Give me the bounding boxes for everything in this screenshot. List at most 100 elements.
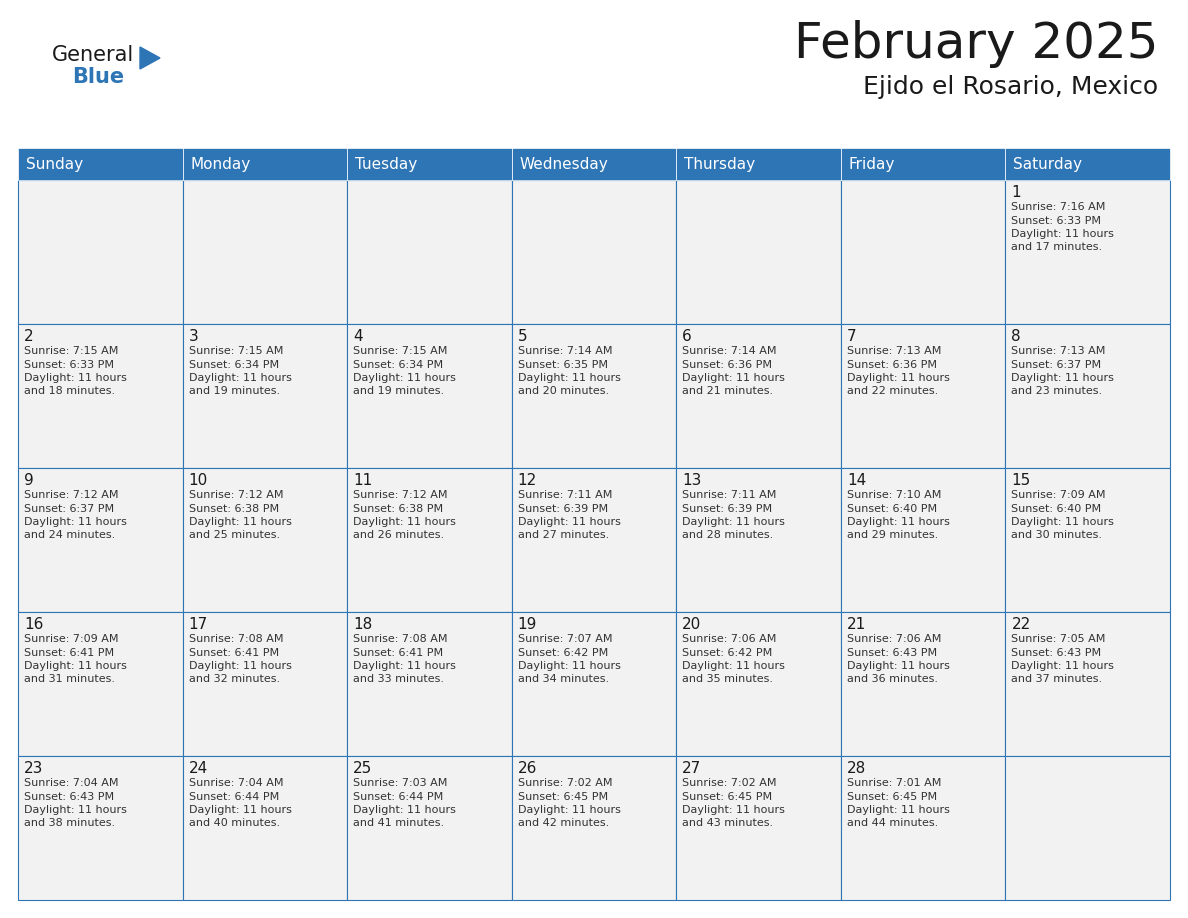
Text: 4: 4: [353, 329, 362, 344]
Bar: [347, 324, 512, 468]
Text: Daylight: 11 hours: Daylight: 11 hours: [682, 805, 785, 815]
Text: Sunrise: 7:05 AM: Sunrise: 7:05 AM: [1011, 634, 1106, 644]
Text: Daylight: 11 hours: Daylight: 11 hours: [353, 805, 456, 815]
Text: and 19 minutes.: and 19 minutes.: [189, 386, 279, 397]
Bar: [841, 468, 1005, 612]
Text: Daylight: 11 hours: Daylight: 11 hours: [518, 373, 620, 383]
Text: and 28 minutes.: and 28 minutes.: [682, 531, 773, 541]
Bar: [18, 148, 183, 180]
Text: Monday: Monday: [190, 156, 251, 172]
Text: Daylight: 11 hours: Daylight: 11 hours: [518, 805, 620, 815]
Bar: [676, 324, 841, 468]
Bar: [1005, 612, 1170, 756]
Text: Sunrise: 7:06 AM: Sunrise: 7:06 AM: [682, 634, 777, 644]
Text: 21: 21: [847, 617, 866, 632]
Text: Daylight: 11 hours: Daylight: 11 hours: [682, 661, 785, 671]
Bar: [347, 756, 512, 900]
Bar: [676, 148, 841, 180]
Text: Sunrise: 7:10 AM: Sunrise: 7:10 AM: [847, 490, 941, 500]
Text: Sunrise: 7:15 AM: Sunrise: 7:15 AM: [24, 346, 119, 356]
Text: Sunset: 6:37 PM: Sunset: 6:37 PM: [24, 503, 114, 513]
Bar: [18, 612, 183, 756]
Text: Sunrise: 7:09 AM: Sunrise: 7:09 AM: [1011, 490, 1106, 500]
Text: 19: 19: [518, 617, 537, 632]
Text: 27: 27: [682, 761, 702, 776]
Text: Sunset: 6:41 PM: Sunset: 6:41 PM: [24, 647, 114, 657]
Text: 3: 3: [189, 329, 198, 344]
Bar: [841, 612, 1005, 756]
Text: 13: 13: [682, 473, 702, 488]
Text: Daylight: 11 hours: Daylight: 11 hours: [847, 661, 949, 671]
Text: 2: 2: [24, 329, 33, 344]
Text: Sunrise: 7:08 AM: Sunrise: 7:08 AM: [189, 634, 283, 644]
Text: 20: 20: [682, 617, 702, 632]
Text: Sunset: 6:45 PM: Sunset: 6:45 PM: [847, 791, 937, 801]
Text: Sunrise: 7:11 AM: Sunrise: 7:11 AM: [518, 490, 612, 500]
Text: and 18 minutes.: and 18 minutes.: [24, 386, 115, 397]
Text: Daylight: 11 hours: Daylight: 11 hours: [682, 517, 785, 527]
Text: Sunrise: 7:06 AM: Sunrise: 7:06 AM: [847, 634, 941, 644]
Bar: [18, 756, 183, 900]
Text: Sunset: 6:37 PM: Sunset: 6:37 PM: [1011, 360, 1101, 370]
Bar: [841, 180, 1005, 324]
Text: 12: 12: [518, 473, 537, 488]
Text: Sunset: 6:39 PM: Sunset: 6:39 PM: [518, 503, 608, 513]
Text: Sunset: 6:42 PM: Sunset: 6:42 PM: [682, 647, 772, 657]
Text: General: General: [52, 45, 134, 65]
Text: 1: 1: [1011, 185, 1020, 200]
Text: Sunset: 6:43 PM: Sunset: 6:43 PM: [847, 647, 937, 657]
Text: Sunrise: 7:04 AM: Sunrise: 7:04 AM: [24, 778, 119, 788]
Text: Sunday: Sunday: [26, 156, 83, 172]
Text: 26: 26: [518, 761, 537, 776]
Text: Sunset: 6:36 PM: Sunset: 6:36 PM: [682, 360, 772, 370]
Text: and 43 minutes.: and 43 minutes.: [682, 819, 773, 829]
Text: Daylight: 11 hours: Daylight: 11 hours: [24, 373, 127, 383]
Text: and 24 minutes.: and 24 minutes.: [24, 531, 115, 541]
Bar: [347, 180, 512, 324]
Text: Daylight: 11 hours: Daylight: 11 hours: [682, 373, 785, 383]
Text: 5: 5: [518, 329, 527, 344]
Text: Daylight: 11 hours: Daylight: 11 hours: [189, 805, 291, 815]
Text: and 20 minutes.: and 20 minutes.: [518, 386, 608, 397]
Bar: [18, 324, 183, 468]
Text: Daylight: 11 hours: Daylight: 11 hours: [518, 661, 620, 671]
Text: and 41 minutes.: and 41 minutes.: [353, 819, 444, 829]
Text: Sunrise: 7:15 AM: Sunrise: 7:15 AM: [189, 346, 283, 356]
Text: Daylight: 11 hours: Daylight: 11 hours: [518, 517, 620, 527]
Text: 6: 6: [682, 329, 693, 344]
Text: Sunrise: 7:16 AM: Sunrise: 7:16 AM: [1011, 202, 1106, 212]
Text: Sunset: 6:43 PM: Sunset: 6:43 PM: [1011, 647, 1101, 657]
Text: Daylight: 11 hours: Daylight: 11 hours: [1011, 517, 1114, 527]
Text: Sunset: 6:35 PM: Sunset: 6:35 PM: [518, 360, 608, 370]
Text: Daylight: 11 hours: Daylight: 11 hours: [847, 805, 949, 815]
Bar: [676, 756, 841, 900]
Text: Sunrise: 7:01 AM: Sunrise: 7:01 AM: [847, 778, 941, 788]
Text: Daylight: 11 hours: Daylight: 11 hours: [24, 517, 127, 527]
Text: Sunrise: 7:07 AM: Sunrise: 7:07 AM: [518, 634, 612, 644]
Bar: [841, 148, 1005, 180]
Text: and 42 minutes.: and 42 minutes.: [518, 819, 609, 829]
Bar: [512, 148, 676, 180]
Text: and 38 minutes.: and 38 minutes.: [24, 819, 115, 829]
Text: 25: 25: [353, 761, 372, 776]
Bar: [512, 468, 676, 612]
Text: 18: 18: [353, 617, 372, 632]
Text: 8: 8: [1011, 329, 1020, 344]
Text: Blue: Blue: [72, 67, 124, 87]
Bar: [183, 612, 347, 756]
Bar: [1005, 148, 1170, 180]
Text: Daylight: 11 hours: Daylight: 11 hours: [24, 661, 127, 671]
Bar: [1005, 180, 1170, 324]
Text: Sunset: 6:40 PM: Sunset: 6:40 PM: [1011, 503, 1101, 513]
Text: Daylight: 11 hours: Daylight: 11 hours: [353, 661, 456, 671]
Text: and 36 minutes.: and 36 minutes.: [847, 675, 937, 685]
Text: 17: 17: [189, 617, 208, 632]
Text: Sunrise: 7:09 AM: Sunrise: 7:09 AM: [24, 634, 119, 644]
Text: Sunset: 6:39 PM: Sunset: 6:39 PM: [682, 503, 772, 513]
Text: Daylight: 11 hours: Daylight: 11 hours: [189, 517, 291, 527]
Text: 7: 7: [847, 329, 857, 344]
Text: Tuesday: Tuesday: [355, 156, 417, 172]
Bar: [676, 180, 841, 324]
Text: Sunset: 6:42 PM: Sunset: 6:42 PM: [518, 647, 608, 657]
Text: Sunset: 6:38 PM: Sunset: 6:38 PM: [189, 503, 279, 513]
